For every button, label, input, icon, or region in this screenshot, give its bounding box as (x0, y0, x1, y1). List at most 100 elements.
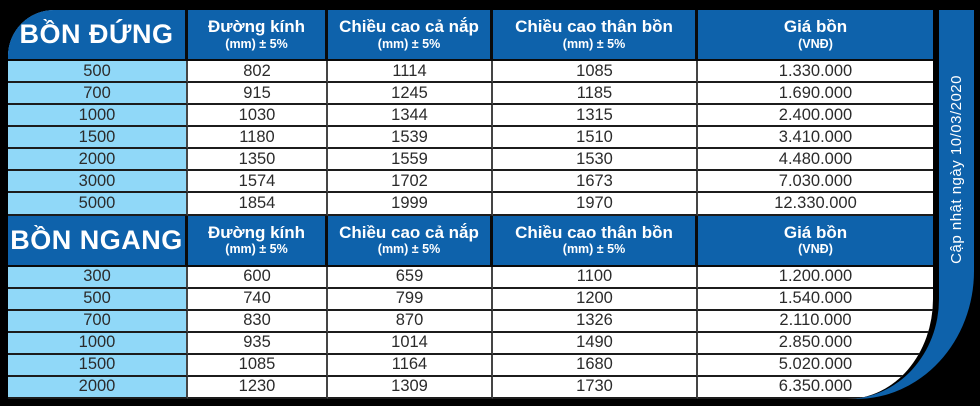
column-subnote: (mm) ± 5% (225, 242, 288, 257)
table-row: 700 830 870 1326 2.110.000 (8, 310, 933, 333)
value-cell: 1309 (328, 376, 493, 399)
value-cell: 1230 (188, 376, 328, 399)
column-label: Đường kính (207, 222, 306, 242)
column-header: Giá bồn (VNĐ) (698, 10, 933, 61)
value-cell: 1245 (328, 83, 493, 106)
value-cell: 1114 (328, 61, 493, 84)
section-title: BỒN NGANG (8, 215, 188, 267)
capacity-cell: 1000 (8, 105, 188, 128)
value-cell: 1315 (493, 105, 698, 128)
column-subnote: (mm) ± 5% (562, 242, 626, 257)
value-cell: 5.020.000 (698, 355, 933, 377)
column-subnote: (mm) ± 5% (377, 36, 441, 51)
capacity-cell: 5000 (8, 193, 188, 216)
column-label: Giá bồn (783, 222, 848, 242)
capacity-cell: 1500 (8, 354, 188, 377)
table-row: 5000 1854 1999 1970 12.330.000 (8, 193, 933, 216)
table-row: 700 915 1245 1185 1.690.000 (8, 83, 933, 106)
price-list-panel: BỒN ĐỨNG Đường kính (mm) ± 5% Chiều cao cả … (8, 10, 974, 399)
table-row: 500 740 799 1200 1.540.000 (8, 288, 933, 311)
column-label: Chiều cao cả nắp (339, 17, 479, 37)
capacity-cell: 500 (8, 288, 188, 311)
section-header-row: BỒN NGANG Đường kính (mm) ± 5% Chiều cao cả… (8, 215, 933, 267)
value-cell: 1702 (328, 171, 493, 194)
update-date-note: Cập nhật ngày 10/03/2020 (948, 75, 965, 264)
value-cell: 799 (328, 288, 493, 311)
table-row: 2000 1350 1559 1530 4.480.000 (8, 149, 933, 172)
value-cell: 1970 (493, 193, 698, 216)
column-header: Giá bồn (VNĐ) (698, 215, 933, 267)
value-cell: 1200 (493, 288, 698, 311)
value-cell: 1180 (188, 127, 328, 150)
section-header-row: BỒN ĐỨNG Đường kính (mm) ± 5% Chiều cao cả … (8, 10, 933, 61)
capacity-cell: 300 (8, 266, 188, 289)
column-label: Chiều cao thân bồn (515, 17, 673, 37)
column-label: Chiều cao cả nắp (339, 222, 479, 242)
column-subnote: (mm) ± 5% (377, 242, 441, 257)
value-cell: 935 (188, 332, 328, 355)
capacity-cell: 1500 (8, 127, 188, 150)
value-cell: 12.330.000 (698, 193, 933, 216)
column-subnote: (VNĐ) (798, 36, 833, 51)
column-header: Chiều cao cả nắp (mm) ± 5% (328, 10, 493, 61)
table-row: 1500 1180 1539 1510 3.410.000 (8, 127, 933, 150)
value-cell: 1574 (188, 171, 328, 194)
value-cell: 1100 (493, 266, 698, 289)
value-cell: 1.540.000 (698, 289, 933, 311)
value-cell: 1344 (328, 105, 493, 128)
price-table: BỒN ĐỨNG Đường kính (mm) ± 5% Chiều cao cả … (8, 10, 939, 399)
capacity-cell: 500 (8, 61, 188, 84)
value-cell: 802 (188, 61, 328, 84)
column-subnote: (mm) ± 5% (562, 36, 626, 51)
table-row: 2000 1230 1309 1730 6.350.000 (8, 376, 933, 399)
value-cell: 1673 (493, 171, 698, 194)
value-cell: 7.030.000 (698, 171, 933, 194)
column-label: Đường kính (207, 17, 306, 37)
capacity-cell: 700 (8, 310, 188, 333)
capacity-cell: 700 (8, 83, 188, 106)
value-cell: 830 (188, 310, 328, 333)
value-cell: 1730 (493, 376, 698, 399)
column-subnote: (mm) ± 5% (225, 36, 288, 51)
update-date-strip: Cập nhật ngày 10/03/2020 (939, 10, 974, 329)
value-cell: 1326 (493, 310, 698, 333)
capacity-cell: 1000 (8, 332, 188, 355)
value-cell: 740 (188, 288, 328, 311)
value-cell: 1.330.000 (698, 61, 933, 84)
value-cell: 2.110.000 (698, 311, 933, 333)
column-header: Chiều cao thân bồn (mm) ± 5% (493, 10, 698, 61)
table-row: 1000 935 1014 1490 2.850.000 (8, 332, 933, 355)
value-cell: 1014 (328, 332, 493, 355)
value-cell: 1510 (493, 127, 698, 150)
value-cell: 915 (188, 83, 328, 106)
table-row: 3000 1574 1702 1673 7.030.000 (8, 171, 933, 194)
value-cell: 1490 (493, 332, 698, 355)
value-cell: 870 (328, 310, 493, 333)
column-label: Chiều cao thân bồn (515, 222, 673, 242)
column-label: Giá bồn (783, 17, 848, 37)
value-cell: 2.850.000 (698, 333, 933, 355)
value-cell: 600 (188, 266, 328, 289)
value-cell: 1999 (328, 193, 493, 216)
table-row: 300 600 659 1100 1.200.000 (8, 266, 933, 289)
value-cell: 1.690.000 (698, 83, 933, 106)
table-row: 500 802 1114 1085 1.330.000 (8, 61, 933, 84)
value-cell: 2.400.000 (698, 105, 933, 128)
capacity-cell: 3000 (8, 171, 188, 194)
table-row: 1500 1085 1164 1680 5.020.000 (8, 354, 933, 377)
value-cell: 1085 (188, 354, 328, 377)
capacity-cell: 2000 (8, 149, 188, 172)
column-header: Chiều cao thân bồn (mm) ± 5% (493, 215, 698, 267)
table-row: 1000 1030 1344 1315 2.400.000 (8, 105, 933, 128)
value-cell: 1854 (188, 193, 328, 216)
value-cell: 1530 (493, 149, 698, 172)
value-cell: 6.350.000 (698, 377, 933, 399)
column-header: Đường kính (mm) ± 5% (188, 215, 328, 267)
capacity-cell: 2000 (8, 376, 188, 399)
value-cell: 3.410.000 (698, 127, 933, 150)
value-cell: 1559 (328, 149, 493, 172)
value-cell: 4.480.000 (698, 149, 933, 172)
value-cell: 1350 (188, 149, 328, 172)
column-subnote: (VNĐ) (798, 242, 833, 257)
column-header: Đường kính (mm) ± 5% (188, 10, 328, 61)
